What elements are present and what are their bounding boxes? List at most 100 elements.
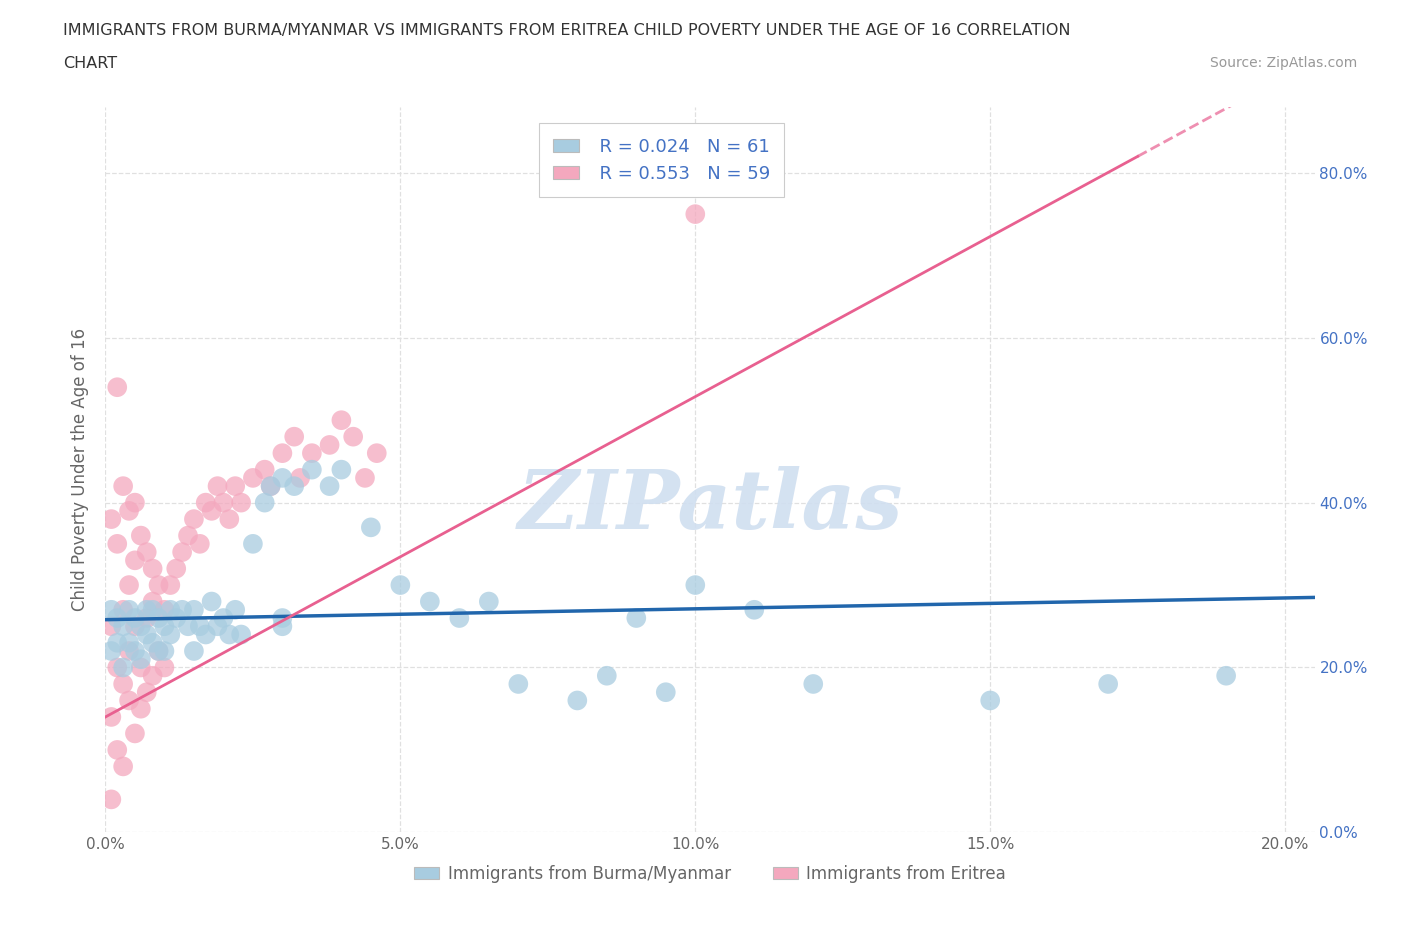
Point (330, 413, 353, 428)
Point (112, 618, 135, 633)
Point (229, 495, 252, 510)
Point (177, 618, 200, 633)
Point (330, 462, 353, 477)
Point (100, 710, 122, 724)
Point (172, 603, 194, 618)
Text: CHART: CHART (63, 56, 117, 71)
Point (419, 594, 441, 609)
Point (224, 479, 246, 494)
Point (124, 611, 146, 626)
Point (129, 652, 152, 667)
Point (183, 603, 205, 618)
Point (159, 603, 181, 618)
Point (129, 528, 152, 543)
Point (742, 603, 765, 618)
Point (100, 618, 122, 633)
Point (201, 503, 224, 518)
Point (685, 206, 707, 221)
Point (105, 611, 128, 626)
Point (1215, 669, 1237, 684)
Point (142, 603, 165, 618)
Point (124, 618, 146, 633)
Point (135, 611, 157, 626)
Point (194, 495, 217, 510)
Point (218, 512, 240, 526)
Point (135, 627, 157, 642)
Point (118, 578, 141, 592)
Point (201, 594, 224, 609)
Point (389, 578, 412, 592)
Point (153, 644, 176, 658)
Text: ZIPatlas: ZIPatlas (517, 466, 903, 546)
Point (253, 462, 276, 477)
Point (159, 578, 181, 592)
Point (1097, 676, 1119, 691)
Point (142, 669, 165, 684)
Point (129, 618, 152, 633)
Legend: Immigrants from Burma/Myanmar, Immigrants from Eritrea: Immigrants from Burma/Myanmar, Immigrant… (408, 858, 1012, 889)
Point (153, 618, 176, 633)
Point (112, 603, 135, 618)
Point (283, 479, 305, 494)
Point (283, 430, 305, 445)
Point (366, 445, 388, 460)
Point (148, 644, 170, 658)
Point (271, 445, 294, 460)
Point (212, 611, 235, 626)
Point (449, 611, 471, 626)
Point (118, 635, 141, 650)
Point (655, 684, 678, 699)
Point (318, 479, 340, 494)
Point (218, 627, 240, 642)
Point (100, 512, 122, 526)
Point (118, 693, 141, 708)
Point (124, 644, 146, 658)
Point (124, 552, 146, 567)
Point (188, 618, 211, 633)
Y-axis label: Child Poverty Under the Age of 16: Child Poverty Under the Age of 16 (72, 328, 90, 611)
Text: IMMIGRANTS FROM BURMA/MYANMAR VS IMMIGRANTS FROM ERITREA CHILD POVERTY UNDER THE: IMMIGRANTS FROM BURMA/MYANMAR VS IMMIGRA… (63, 23, 1071, 38)
Point (207, 618, 229, 633)
Point (135, 684, 157, 699)
Point (112, 676, 135, 691)
Point (288, 471, 311, 485)
Point (360, 520, 382, 535)
Point (259, 479, 281, 494)
Point (207, 479, 229, 494)
Point (135, 545, 157, 560)
Point (100, 792, 122, 807)
Point (105, 537, 128, 551)
Point (224, 603, 246, 618)
Point (567, 693, 589, 708)
Point (478, 594, 501, 609)
Point (271, 618, 294, 633)
Point (212, 495, 235, 510)
Point (979, 693, 1001, 708)
Point (271, 471, 294, 485)
Point (118, 603, 141, 618)
Point (508, 676, 530, 691)
Point (142, 594, 165, 609)
Point (626, 611, 648, 626)
Point (194, 627, 217, 642)
Point (153, 660, 176, 675)
Point (129, 701, 152, 716)
Point (259, 479, 281, 494)
Point (242, 537, 264, 551)
Point (112, 759, 135, 774)
Point (354, 471, 377, 485)
Point (100, 644, 122, 658)
Point (342, 430, 364, 445)
Point (165, 611, 187, 626)
Point (105, 660, 128, 675)
Point (105, 635, 128, 650)
Point (301, 445, 323, 460)
Point (135, 603, 157, 618)
Point (142, 561, 165, 576)
Point (801, 676, 824, 691)
Point (129, 660, 152, 675)
Point (596, 669, 619, 684)
Point (301, 462, 323, 477)
Point (253, 495, 276, 510)
Point (188, 537, 211, 551)
